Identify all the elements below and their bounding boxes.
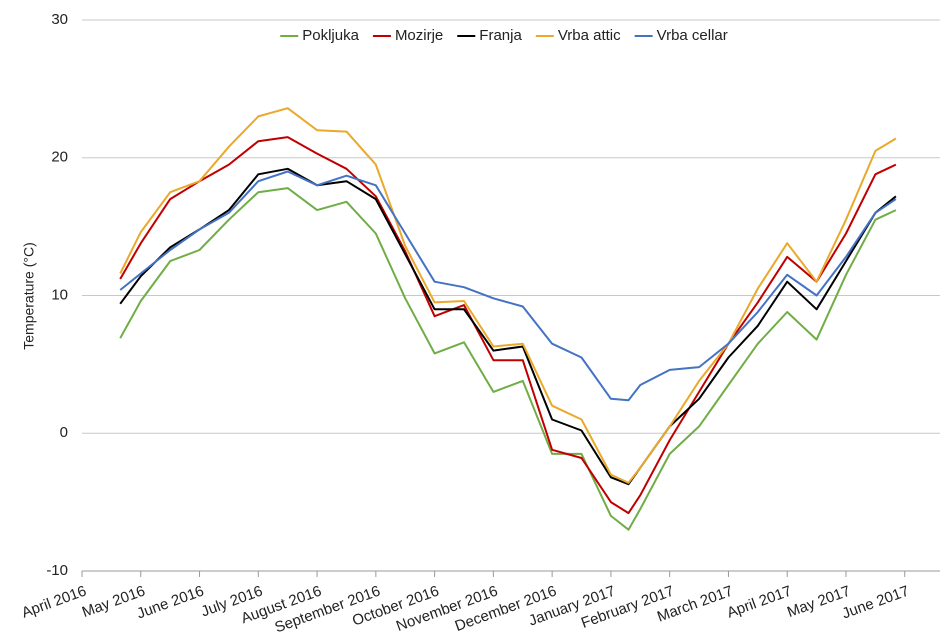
- x-tick-label: April 2016: [19, 583, 88, 622]
- legend-label: Vrba cellar: [657, 27, 728, 44]
- series-line: [119, 170, 897, 402]
- series-line: [119, 167, 897, 486]
- series-line: [119, 107, 897, 484]
- legend-label: Vrba attic: [558, 27, 621, 44]
- legend-label: Pokljuka: [302, 27, 359, 44]
- series-line: [119, 136, 897, 515]
- series-line: [119, 187, 897, 531]
- x-tick-label: April 2017: [725, 583, 794, 622]
- y-tick-label: 10: [51, 286, 68, 303]
- x-tick-label: June 2016: [135, 583, 207, 623]
- legend-label: Mozirje: [395, 27, 443, 44]
- y-tick-label: 0: [60, 424, 68, 441]
- y-axis-label: Temperature (°C): [21, 242, 37, 350]
- y-tick-label: 30: [51, 11, 68, 28]
- y-tick-label: -10: [46, 562, 68, 579]
- x-tick-label: June 2017: [840, 583, 912, 623]
- y-tick-label: 20: [51, 149, 68, 166]
- legend-label: Franja: [479, 27, 522, 44]
